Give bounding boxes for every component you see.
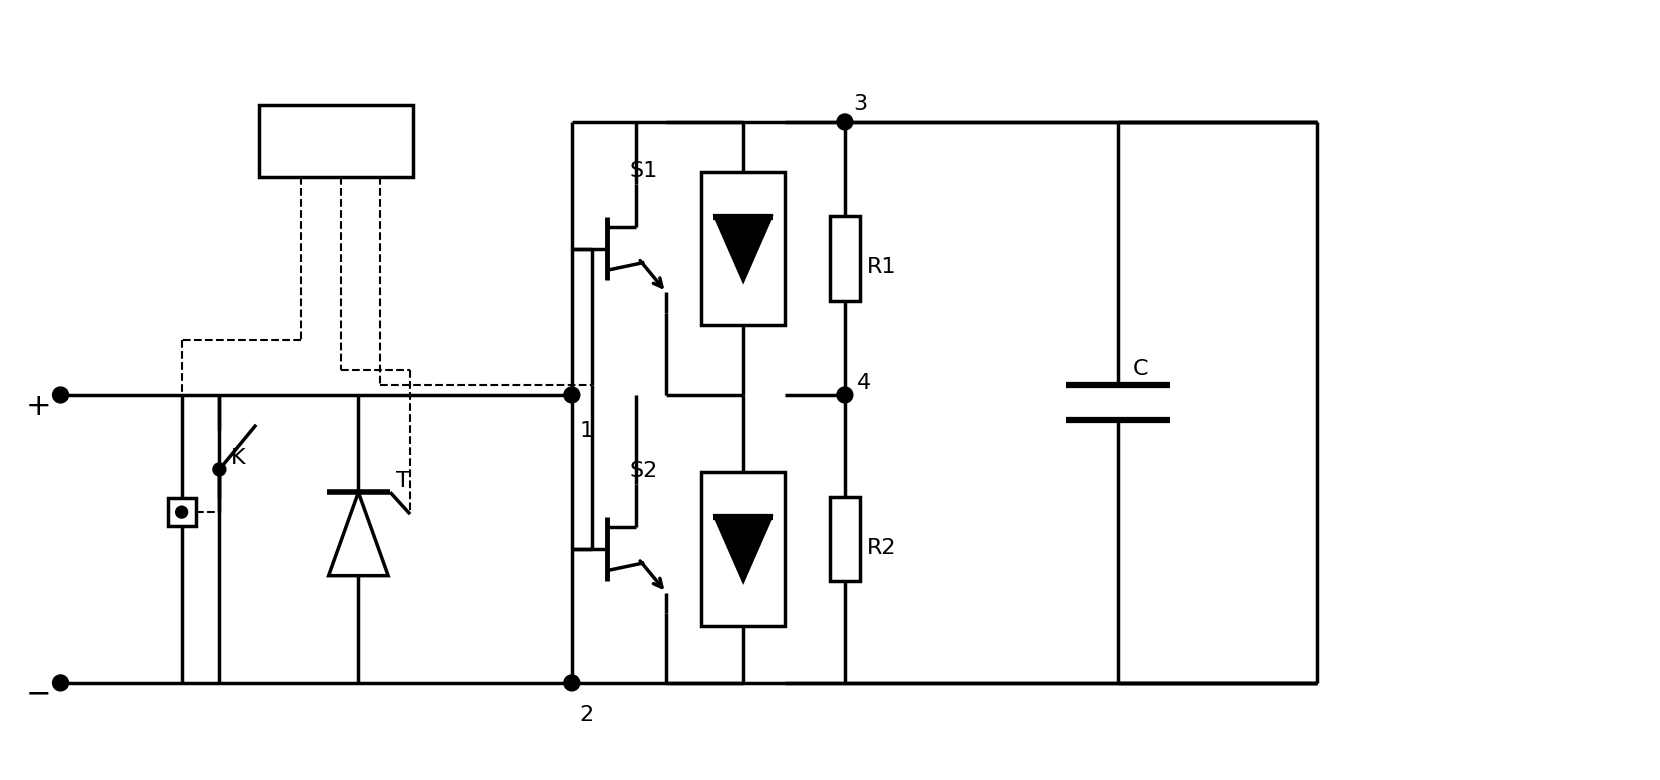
- Circle shape: [53, 675, 68, 691]
- Text: K: K: [231, 448, 246, 469]
- Text: 2: 2: [579, 704, 594, 725]
- Text: T: T: [397, 471, 410, 491]
- Bar: [168, 498, 196, 526]
- Circle shape: [837, 114, 853, 129]
- Circle shape: [176, 506, 188, 518]
- Polygon shape: [329, 492, 388, 576]
- Text: P&C: P&C: [271, 146, 324, 169]
- Text: S2: S2: [629, 461, 657, 481]
- Text: S1: S1: [629, 161, 657, 180]
- Text: −: −: [27, 679, 51, 709]
- Bar: [830, 216, 860, 300]
- Text: R2: R2: [867, 538, 896, 558]
- Circle shape: [212, 463, 226, 476]
- Polygon shape: [715, 217, 770, 280]
- Text: 4: 4: [857, 373, 872, 393]
- Text: 1: 1: [579, 420, 594, 441]
- Text: R1: R1: [867, 257, 896, 278]
- Circle shape: [564, 387, 579, 403]
- Bar: [701, 172, 785, 325]
- Text: C: C: [1132, 359, 1149, 378]
- Bar: [259, 105, 413, 176]
- Circle shape: [564, 675, 579, 691]
- Text: +: +: [27, 392, 51, 421]
- Bar: [701, 472, 785, 626]
- Text: 3: 3: [853, 94, 867, 114]
- Polygon shape: [715, 517, 770, 580]
- Bar: [830, 497, 860, 581]
- Circle shape: [53, 387, 68, 403]
- Circle shape: [837, 387, 853, 403]
